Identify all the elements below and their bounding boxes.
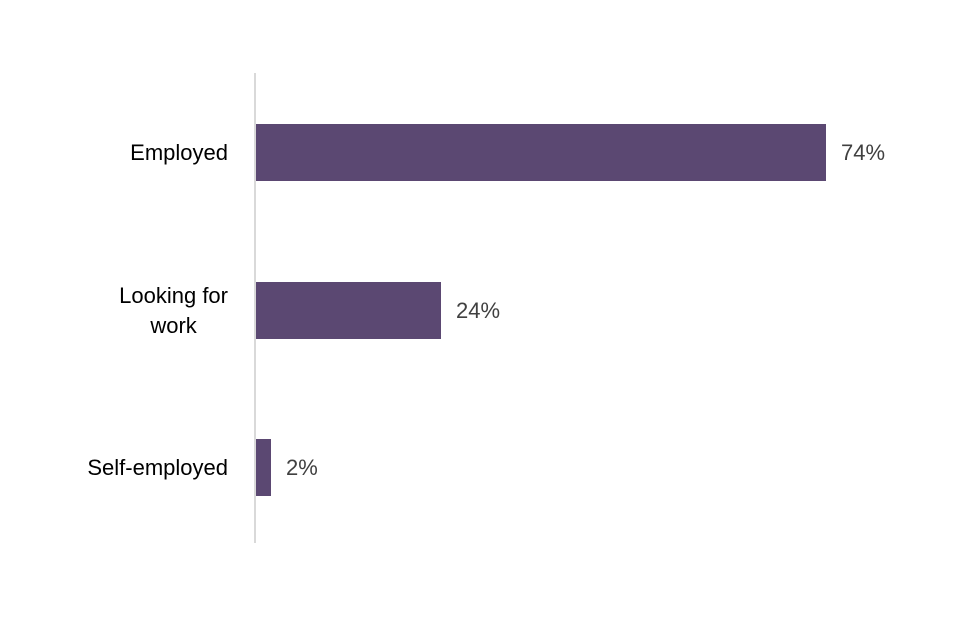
vertical-axis-line <box>254 73 256 543</box>
category-label-looking-for-work: Looking for work <box>0 282 228 339</box>
bar-row: 24% <box>256 282 500 339</box>
category-label-employed: Employed <box>0 124 228 181</box>
value-label-looking-for-work: 24% <box>456 297 501 323</box>
category-label-text: Employed <box>130 139 228 165</box>
bar-row: 2% <box>256 439 318 496</box>
value-label-self-employed: 2% <box>286 454 318 480</box>
category-label-text: Self-employed <box>87 454 228 480</box>
bar-looking-for-work <box>256 282 441 339</box>
bar-self-employed <box>256 439 271 496</box>
bar-employed <box>256 124 826 181</box>
bar-row: 74% <box>256 124 885 181</box>
category-label-text: Looking for work <box>119 283 228 338</box>
category-label-self-employed: Self-employed <box>0 439 228 496</box>
value-label-employed: 74% <box>841 139 886 165</box>
